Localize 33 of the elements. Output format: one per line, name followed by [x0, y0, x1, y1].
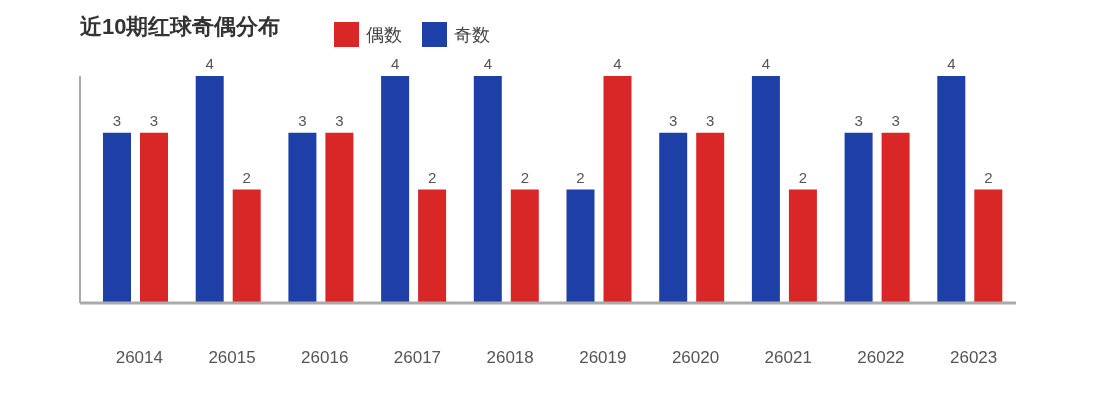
- data-label: 3: [706, 111, 715, 129]
- x-tick-label: 26021: [764, 348, 812, 367]
- x-tick-label: 26015: [208, 348, 256, 367]
- data-label: 4: [483, 55, 492, 72]
- x-tick-label: 26014: [115, 348, 163, 367]
- data-label: 3: [149, 111, 159, 129]
- data-label: 3: [298, 111, 307, 129]
- data-label: 3: [891, 111, 900, 129]
- data-label: 3: [112, 111, 122, 129]
- x-tick-label: 26017: [393, 348, 442, 367]
- x-tick-label: 26016: [301, 348, 349, 367]
- chart-title: 近10期红球奇偶分布: [80, 13, 281, 41]
- data-label: 4: [947, 55, 956, 72]
- data-label: 2: [798, 168, 808, 186]
- data-label: 4: [613, 55, 622, 72]
- data-label: 3: [669, 111, 678, 129]
- x-tick-label: 26020: [671, 348, 720, 367]
- data-label: 4: [205, 55, 214, 72]
- data-label: 2: [984, 168, 993, 186]
- x-tick-label: 26019: [579, 348, 627, 367]
- data-label: 4: [390, 55, 400, 72]
- legend-label: 偶数: [366, 23, 402, 47]
- data-label: 2: [427, 168, 437, 186]
- data-label: 2: [242, 168, 251, 186]
- data-label: 4: [761, 55, 771, 72]
- data-label: 2: [576, 168, 585, 186]
- data-label: 3: [335, 111, 344, 129]
- x-tick-label: 26018: [486, 348, 534, 367]
- data-label: 2: [520, 168, 529, 186]
- x-tick-label: 26023: [950, 348, 998, 367]
- data-label: 3: [854, 111, 863, 129]
- legend-label: 奇数: [454, 23, 490, 47]
- x-tick-label: 26022: [857, 348, 905, 367]
